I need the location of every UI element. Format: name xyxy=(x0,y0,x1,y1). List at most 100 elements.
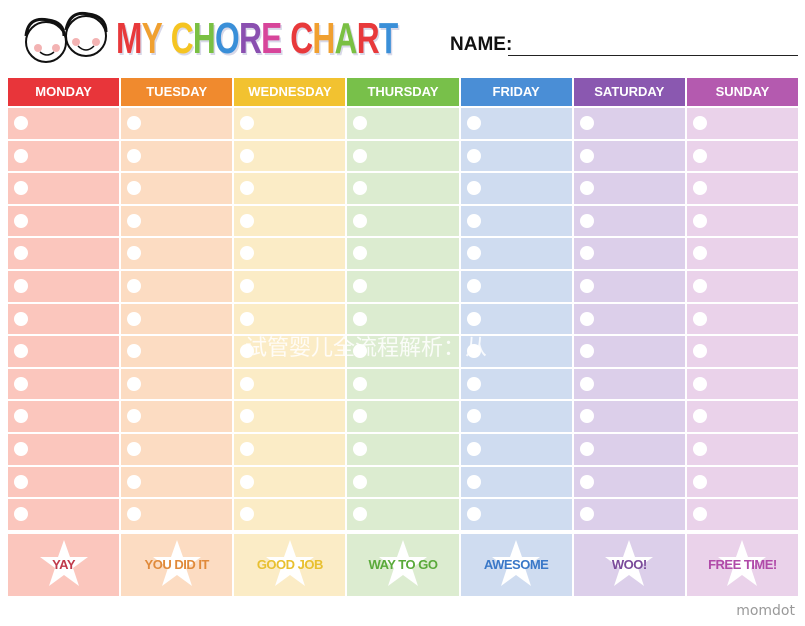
chore-cell[interactable] xyxy=(686,466,798,498)
checkbox-circle-icon[interactable] xyxy=(14,441,28,456)
checkbox-circle-icon[interactable] xyxy=(466,116,481,130)
chore-cell[interactable] xyxy=(234,336,346,367)
chore-cell[interactable] xyxy=(8,433,120,465)
checkbox-circle-icon[interactable] xyxy=(353,474,368,489)
checkbox-circle-icon[interactable] xyxy=(127,278,142,293)
chore-cell[interactable] xyxy=(686,433,798,465)
chore-cell[interactable] xyxy=(686,336,798,367)
checkbox-circle-icon[interactable] xyxy=(692,148,707,163)
chore-cell[interactable] xyxy=(121,336,233,367)
chore-cell[interactable] xyxy=(234,368,346,400)
checkbox-circle-icon[interactable] xyxy=(240,474,255,489)
chore-cell[interactable] xyxy=(234,238,346,269)
chore-cell[interactable] xyxy=(347,303,459,335)
chore-cell[interactable] xyxy=(573,336,685,367)
chore-cell[interactable] xyxy=(8,140,120,172)
checkbox-circle-icon[interactable] xyxy=(466,246,481,261)
checkbox-circle-icon[interactable] xyxy=(240,148,255,163)
chore-cell[interactable] xyxy=(347,173,459,204)
checkbox-circle-icon[interactable] xyxy=(127,181,142,196)
chore-cell[interactable] xyxy=(234,466,346,498)
checkbox-circle-icon[interactable] xyxy=(466,148,481,163)
checkbox-circle-icon[interactable] xyxy=(353,116,368,130)
chore-cell[interactable] xyxy=(121,401,233,432)
checkbox-circle-icon[interactable] xyxy=(14,311,28,326)
checkbox-circle-icon[interactable] xyxy=(353,344,368,359)
checkbox-circle-icon[interactable] xyxy=(466,278,481,293)
chore-cell[interactable] xyxy=(573,401,685,432)
chore-cell[interactable] xyxy=(460,401,572,432)
checkbox-circle-icon[interactable] xyxy=(579,246,594,261)
checkbox-circle-icon[interactable] xyxy=(240,344,255,359)
chore-cell[interactable] xyxy=(460,205,572,237)
checkbox-circle-icon[interactable] xyxy=(466,213,481,228)
chore-cell[interactable] xyxy=(460,108,572,139)
checkbox-circle-icon[interactable] xyxy=(127,507,142,522)
checkbox-circle-icon[interactable] xyxy=(692,376,707,391)
checkbox-circle-icon[interactable] xyxy=(127,148,142,163)
checkbox-circle-icon[interactable] xyxy=(127,344,142,359)
chore-cell[interactable] xyxy=(121,466,233,498)
checkbox-circle-icon[interactable] xyxy=(579,507,594,522)
checkbox-circle-icon[interactable] xyxy=(240,376,255,391)
chore-cell[interactable] xyxy=(234,401,346,432)
chore-cell[interactable] xyxy=(573,173,685,204)
chore-cell[interactable] xyxy=(121,108,233,139)
chore-cell[interactable] xyxy=(347,466,459,498)
checkbox-circle-icon[interactable] xyxy=(692,507,707,522)
chore-cell[interactable] xyxy=(8,270,120,302)
checkbox-circle-icon[interactable] xyxy=(127,246,142,261)
checkbox-circle-icon[interactable] xyxy=(240,246,255,261)
checkbox-circle-icon[interactable] xyxy=(14,246,28,261)
chore-cell[interactable] xyxy=(686,108,798,139)
chore-cell[interactable] xyxy=(121,270,233,302)
checkbox-circle-icon[interactable] xyxy=(14,376,28,391)
chore-cell[interactable] xyxy=(347,368,459,400)
chore-cell[interactable] xyxy=(8,499,120,530)
chore-cell[interactable] xyxy=(573,368,685,400)
chore-cell[interactable] xyxy=(460,303,572,335)
checkbox-circle-icon[interactable] xyxy=(240,441,255,456)
chore-cell[interactable] xyxy=(686,303,798,335)
chore-cell[interactable] xyxy=(347,108,459,139)
chore-cell[interactable] xyxy=(460,173,572,204)
checkbox-circle-icon[interactable] xyxy=(466,507,481,522)
checkbox-circle-icon[interactable] xyxy=(127,213,142,228)
chore-cell[interactable] xyxy=(347,499,459,530)
checkbox-circle-icon[interactable] xyxy=(14,116,28,130)
checkbox-circle-icon[interactable] xyxy=(14,278,28,293)
checkbox-circle-icon[interactable] xyxy=(353,409,368,424)
chore-cell[interactable] xyxy=(686,140,798,172)
checkbox-circle-icon[interactable] xyxy=(353,376,368,391)
checkbox-circle-icon[interactable] xyxy=(353,148,368,163)
chore-cell[interactable] xyxy=(121,433,233,465)
checkbox-circle-icon[interactable] xyxy=(692,278,707,293)
checkbox-circle-icon[interactable] xyxy=(240,409,255,424)
chore-cell[interactable] xyxy=(686,238,798,269)
chore-cell[interactable] xyxy=(234,270,346,302)
chore-cell[interactable] xyxy=(121,303,233,335)
checkbox-circle-icon[interactable] xyxy=(579,409,594,424)
chore-cell[interactable] xyxy=(121,368,233,400)
chore-cell[interactable] xyxy=(8,466,120,498)
chore-cell[interactable] xyxy=(573,466,685,498)
chore-cell[interactable] xyxy=(234,303,346,335)
checkbox-circle-icon[interactable] xyxy=(353,441,368,456)
chore-cell[interactable] xyxy=(686,205,798,237)
checkbox-circle-icon[interactable] xyxy=(579,344,594,359)
chore-cell[interactable] xyxy=(460,270,572,302)
checkbox-circle-icon[interactable] xyxy=(127,409,142,424)
chore-cell[interactable] xyxy=(121,173,233,204)
chore-cell[interactable] xyxy=(347,238,459,269)
checkbox-circle-icon[interactable] xyxy=(692,409,707,424)
chore-cell[interactable] xyxy=(460,466,572,498)
checkbox-circle-icon[interactable] xyxy=(353,311,368,326)
chore-cell[interactable] xyxy=(460,499,572,530)
checkbox-circle-icon[interactable] xyxy=(353,278,368,293)
chore-cell[interactable] xyxy=(573,433,685,465)
chore-cell[interactable] xyxy=(234,140,346,172)
checkbox-circle-icon[interactable] xyxy=(466,311,481,326)
chore-cell[interactable] xyxy=(460,336,572,367)
chore-cell[interactable] xyxy=(121,499,233,530)
checkbox-circle-icon[interactable] xyxy=(579,213,594,228)
